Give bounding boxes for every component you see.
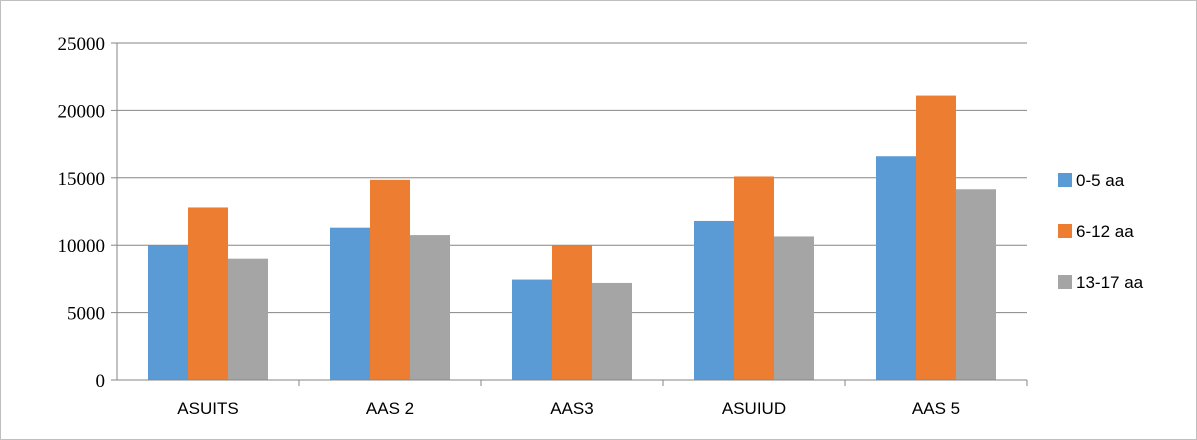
x-category-label: AAS3 [550, 399, 593, 418]
bar-13-17-aa-asuits [228, 258, 268, 380]
legend-swatch [1058, 224, 1072, 238]
bar-0-5-aa-asuits [148, 245, 188, 380]
bar-13-17-aa-aas-5 [956, 189, 996, 380]
y-tick-label: 0 [96, 371, 106, 392]
legend-label: 13-17 aa [1076, 273, 1144, 292]
legend: 0-5 aa 6-12 aa 13-17 aa [1058, 171, 1144, 292]
y-tick-label: 15000 [58, 169, 106, 190]
bars [148, 95, 996, 381]
bar-0-5-aa-aas-5 [876, 156, 916, 380]
legend-swatch [1058, 173, 1072, 187]
legend-swatch [1058, 275, 1072, 289]
legend-label: 6-12 aa [1076, 222, 1134, 241]
bar-6-12-aa-asuits [188, 207, 228, 380]
bar-13-17-aa-aas3 [592, 282, 632, 380]
y-tick-label: 20000 [58, 101, 106, 122]
bar-6-12-aa-asuiud [734, 176, 774, 380]
bar-6-12-aa-aas-5 [916, 95, 956, 381]
bar-0-5-aa-aas-2 [330, 227, 370, 380]
bar-0-5-aa-asuiud [694, 220, 734, 380]
x-category-label: ASUIUD [722, 399, 786, 418]
x-category-label: AAS 2 [366, 399, 414, 418]
bar-0-5-aa-aas3 [512, 279, 552, 380]
x-category-label: ASUITS [177, 399, 238, 418]
bar-13-17-aa-aas-2 [410, 235, 450, 380]
bar-6-12-aa-aas3 [552, 245, 592, 380]
axes: 0 5000 10000 15000 20000 25000 ASUITS AAS 2 AAS3… [58, 34, 1028, 418]
y-tick-label: 10000 [58, 236, 106, 257]
bar-6-12-aa-aas-2 [370, 179, 410, 380]
bar-13-17-aa-asuiud [774, 236, 814, 380]
y-tick-label: 5000 [67, 304, 105, 325]
x-category-label: AAS 5 [912, 399, 960, 418]
legend-label: 0-5 aa [1076, 171, 1125, 190]
y-tick-label: 25000 [58, 34, 106, 55]
